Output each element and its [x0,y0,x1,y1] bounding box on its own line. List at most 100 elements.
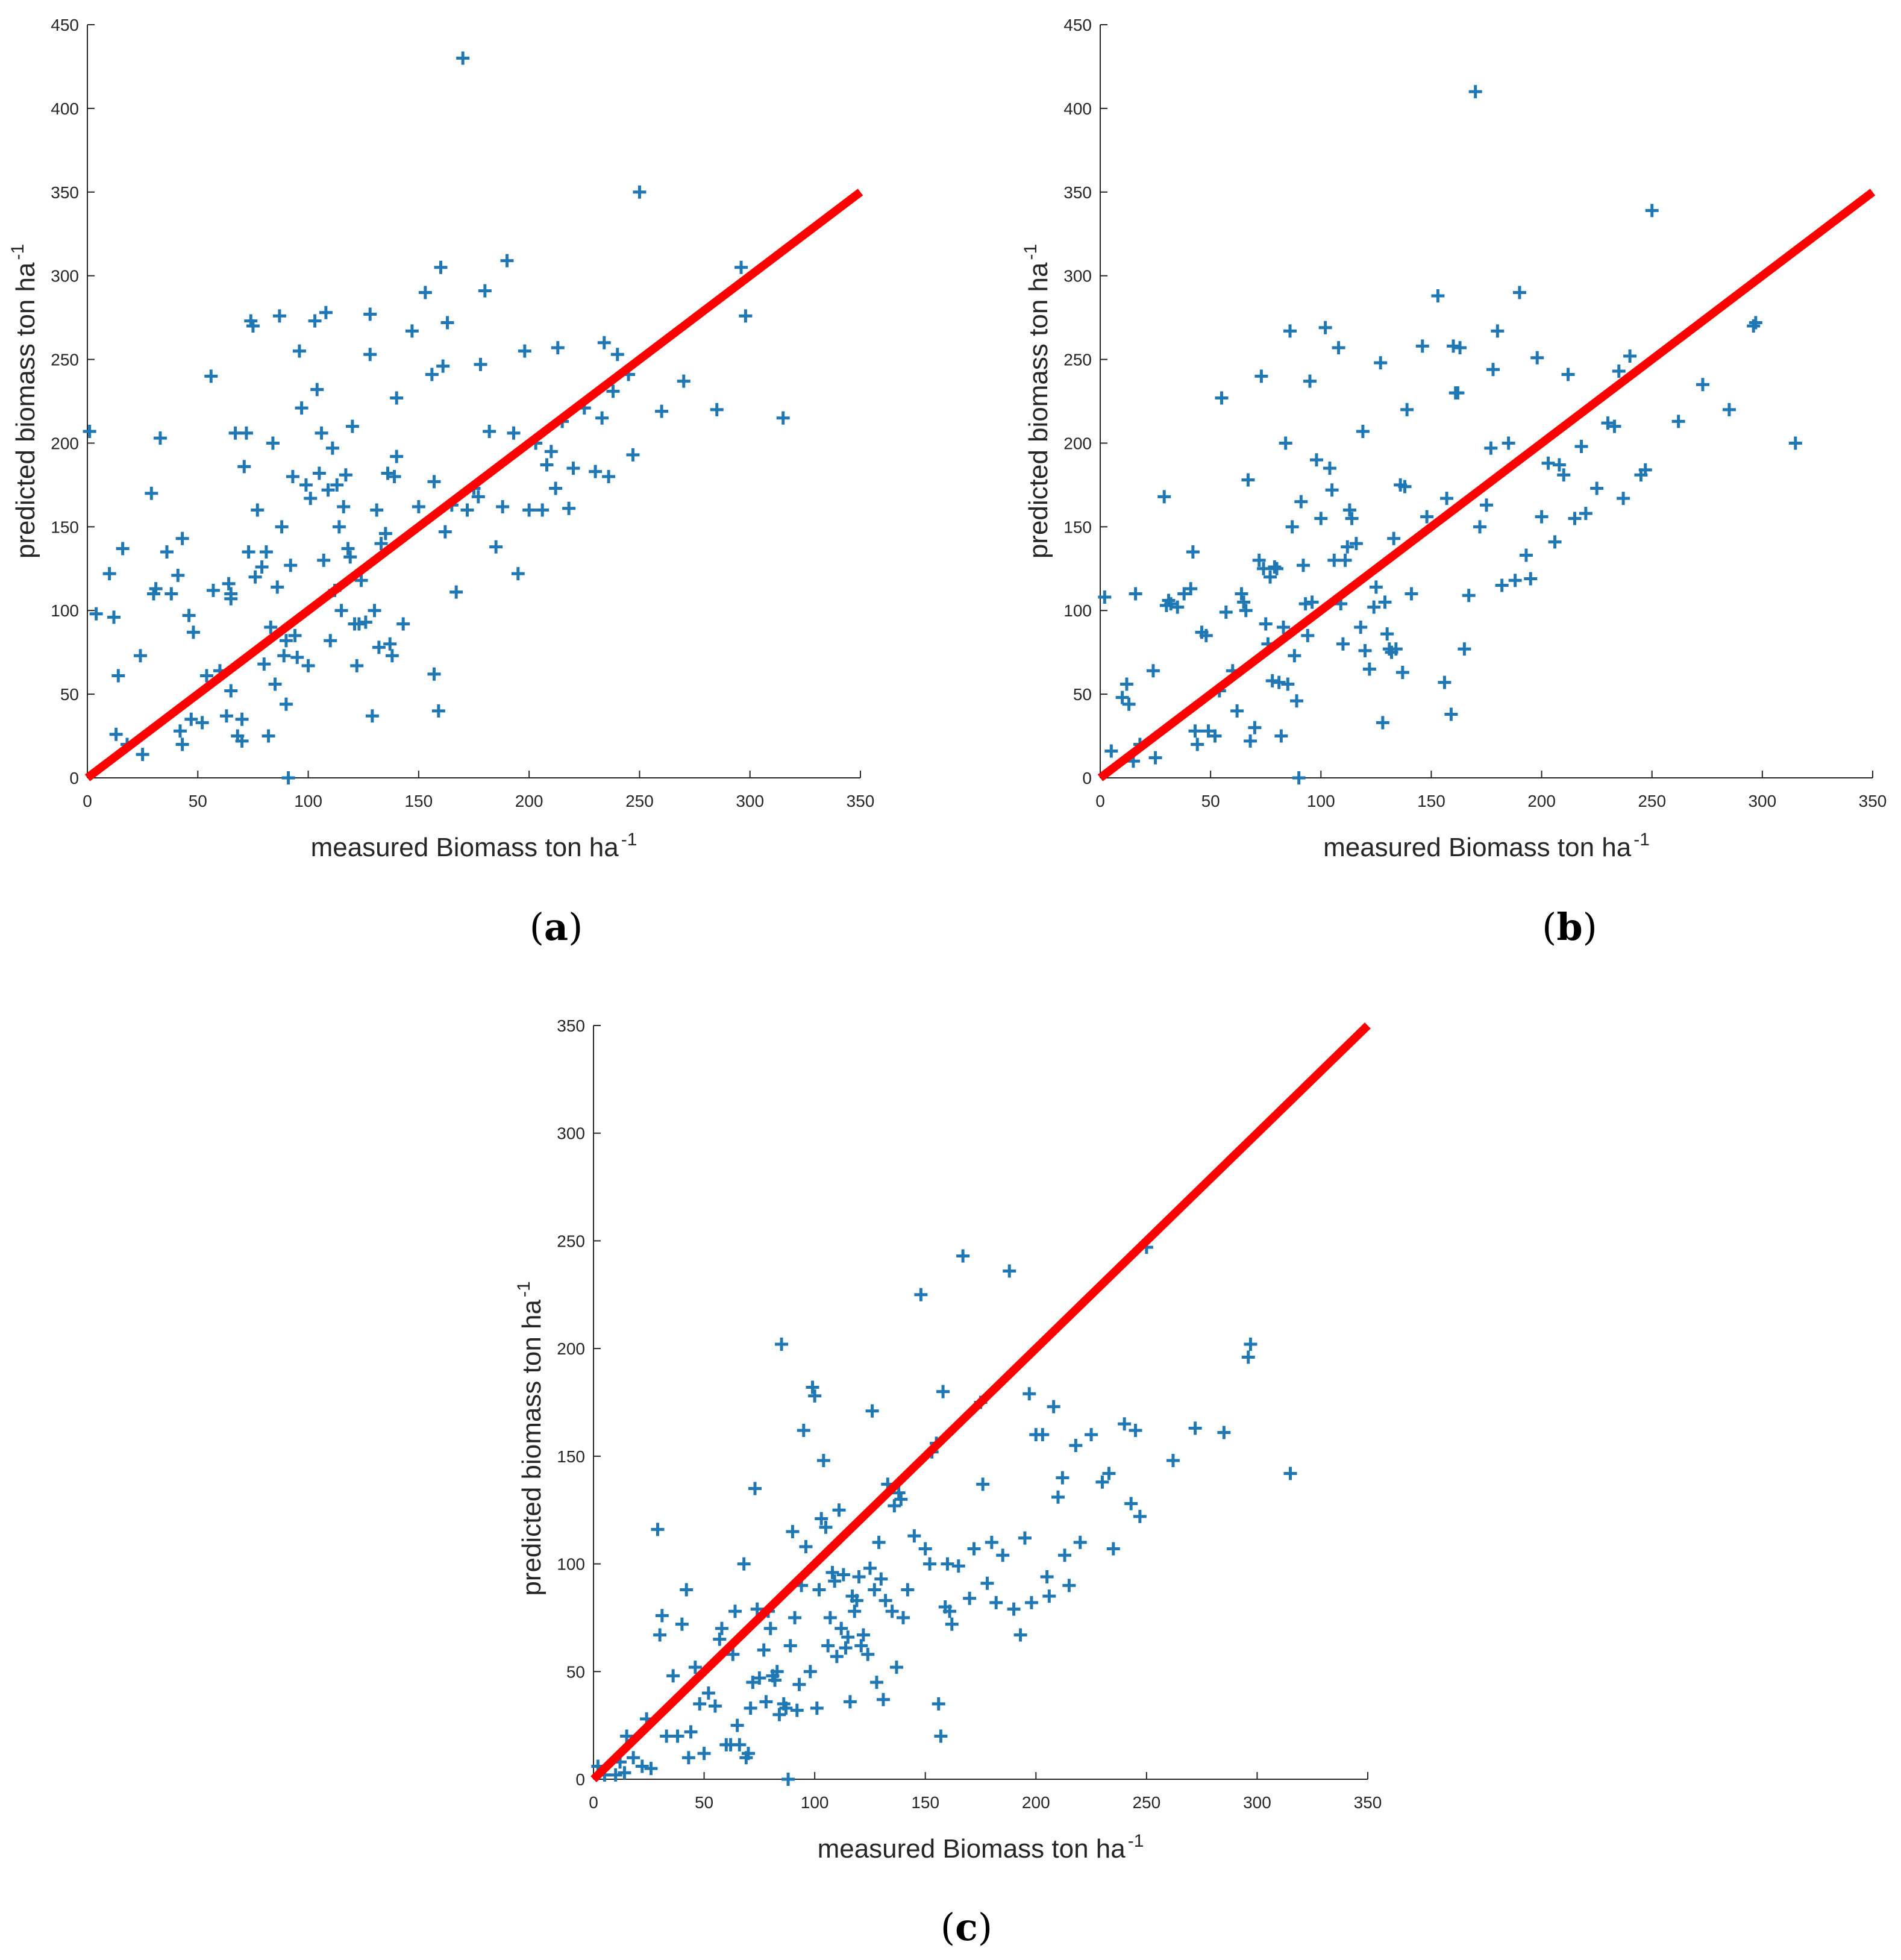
data-point [1235,587,1248,601]
data-point [1265,674,1279,687]
data-point [1254,369,1268,383]
data-point [242,545,255,559]
one-to-one-line [590,1022,1371,1783]
data-point [1148,751,1162,765]
y-tick-label: 250 [51,351,79,369]
data-point [1617,492,1630,506]
data-point [1341,540,1355,554]
data-point [1336,637,1350,651]
x-tick-label: 150 [404,792,433,810]
data-point [934,1729,948,1743]
data-point [808,1389,822,1403]
data-point [1345,512,1359,525]
data-point [405,324,419,338]
data-point [819,1520,833,1534]
data-point [522,503,536,517]
data-point [1013,1628,1027,1642]
data-point [985,1535,998,1549]
data-point [425,368,439,381]
data-point [1191,737,1204,751]
y-tick-label: 100 [1063,601,1092,620]
data-point [1376,716,1389,730]
panel-b-chart: 0 50 100 150 200 250 300 350 0 50 100 150 200 250 300 3… [1021,16,1887,949]
data-point [288,628,302,642]
y-tick-label: 250 [1063,351,1092,369]
data-point [626,448,640,462]
data-point [372,640,386,654]
data-point [671,1729,684,1743]
data-point [1106,1542,1120,1556]
data-point [1354,621,1368,634]
data-point [932,1697,945,1711]
x-tick-label: 300 [1243,1793,1271,1812]
x-tick-label: 50 [189,792,207,810]
data-point [878,1594,892,1608]
data-point [655,1609,669,1623]
data-point [295,401,308,415]
data-point [907,1529,921,1543]
data-point [897,1611,910,1624]
y-tick-label: 300 [51,267,79,286]
y-tick-label: 50 [1073,685,1092,704]
y-tick-label: 100 [51,601,79,620]
y-tick-label: 0 [69,769,79,787]
data-point [1047,1400,1060,1414]
data-point [304,492,318,506]
data-point [1040,1570,1054,1584]
data-point [775,1337,789,1351]
data-point [852,1570,866,1584]
data-point [1056,1471,1070,1485]
data-point [1252,553,1266,567]
data-point [549,481,563,495]
data-point [173,724,187,738]
data-point [788,1611,802,1624]
data-point [271,580,284,594]
y-axis-title: predicted biomass ton ha -1 [8,244,40,559]
data-point [1431,289,1445,302]
data-point [1420,510,1434,524]
data-point [1473,520,1487,534]
data-point [365,709,379,723]
data-point [841,1630,855,1644]
data-point [89,607,103,621]
scatter-series [1098,85,1802,784]
data-point [828,1574,842,1588]
data-point [1358,643,1372,657]
data-point [693,1697,707,1711]
data-point [1301,628,1315,642]
y-tick-label: 0 [575,1770,585,1789]
data-point [943,1605,957,1618]
data-point [496,500,510,513]
data-point [1369,580,1383,594]
data-point [1484,441,1498,455]
data-point [1398,480,1412,493]
data-point [1199,628,1213,642]
data-point [618,1766,631,1780]
data-point [518,344,531,358]
data-point [330,478,344,492]
data-point [262,729,275,743]
panel-label-open-paren: ( [530,905,544,949]
data-point [1579,507,1593,521]
data-point [474,357,487,371]
data-point [1248,721,1262,734]
data-point [1535,510,1549,524]
data-point [1480,498,1493,512]
data-point [763,1621,777,1635]
data-point [956,1249,970,1263]
data-point [876,1692,890,1706]
x-tick-label: 0 [589,1793,598,1812]
data-point [471,490,485,504]
data-point [1215,391,1229,405]
data-point [160,545,174,559]
data-point [1274,729,1288,743]
data-point [352,617,366,631]
data-point [739,309,753,323]
data-point [235,734,249,748]
data-point [1314,512,1328,525]
data-point [1241,1350,1255,1364]
one-to-one-line [84,189,863,781]
data-point [1574,440,1588,453]
x-axis-title: measured Biomass ton ha -1 [311,830,637,862]
data-point [363,348,377,362]
